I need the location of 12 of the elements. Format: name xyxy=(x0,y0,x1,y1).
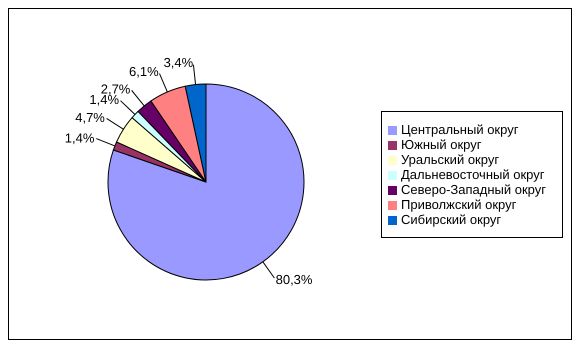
legend-label: Сибирский округ xyxy=(401,212,502,226)
data-label: 80,3% xyxy=(276,272,313,288)
legend-label: Уральский округ xyxy=(401,152,500,166)
data-label: 1,4% xyxy=(64,130,95,146)
legend-label: Приволжский округ xyxy=(401,196,516,212)
data-label: 4,7% xyxy=(75,110,106,125)
legend-label: Центральный округ xyxy=(401,122,518,136)
data-label: 6,1% xyxy=(129,64,160,80)
legend-label: Северо-Западный округ xyxy=(401,182,546,196)
legend-label: Дальневосточный округ xyxy=(401,166,544,182)
data-label: 3,4% xyxy=(164,55,194,70)
legend-label: Южный округ xyxy=(401,136,482,152)
